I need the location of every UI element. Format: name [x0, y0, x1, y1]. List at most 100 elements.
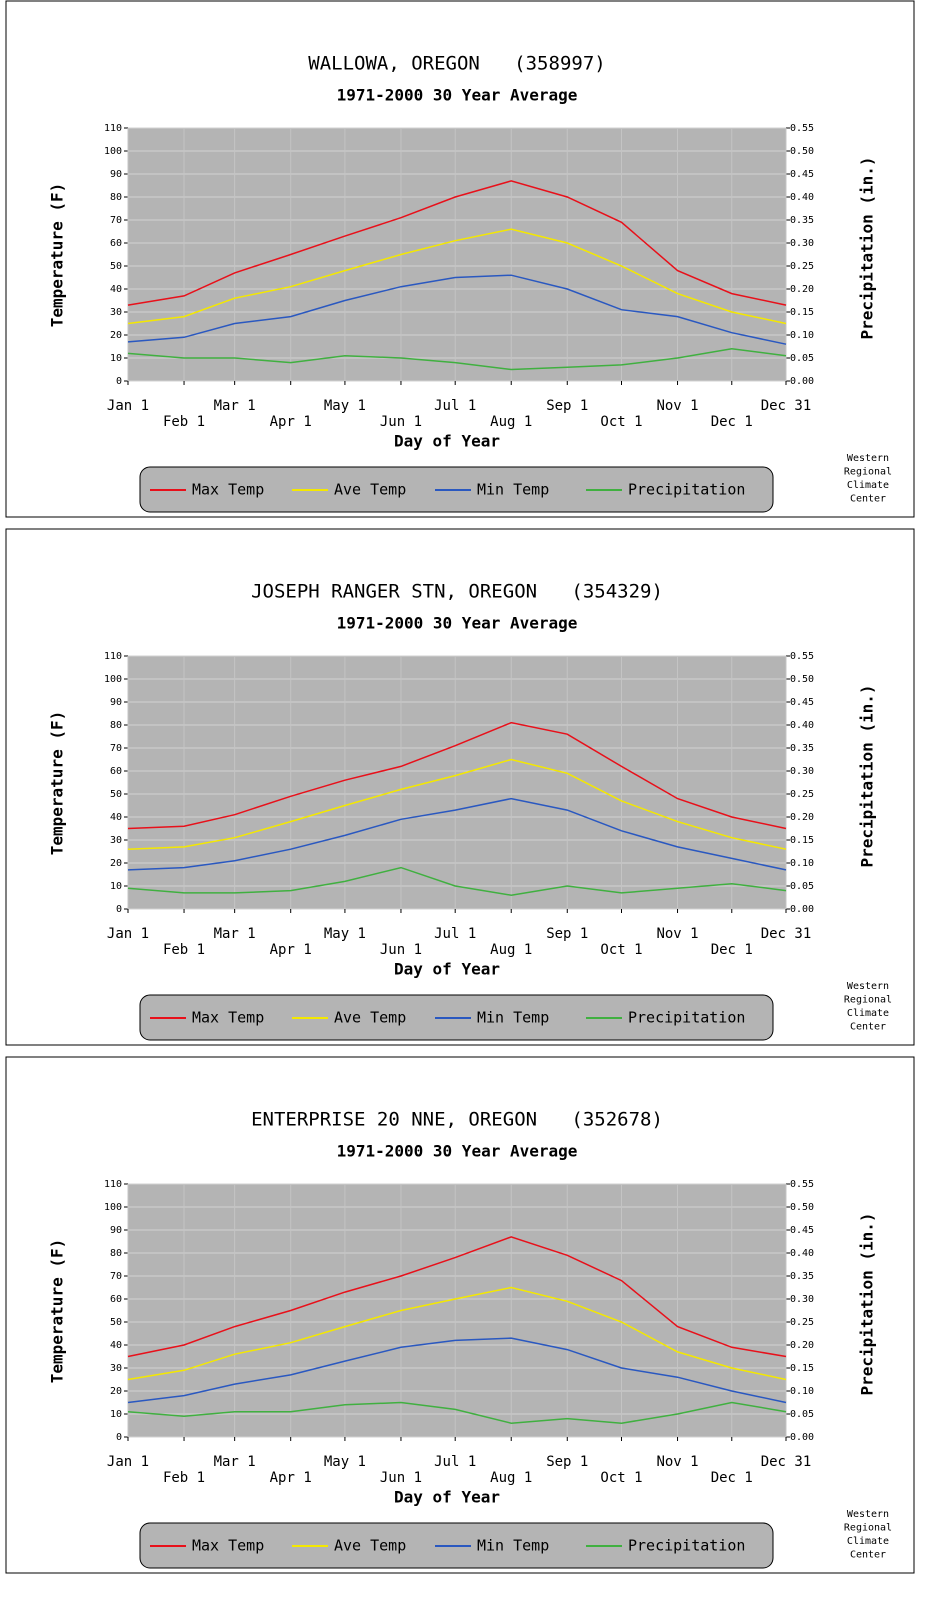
y-tick-label: 10 [110, 353, 122, 364]
series-line [127, 1337, 787, 1404]
y2-tick-label: 0.15 [790, 307, 814, 318]
x-tick-label: Oct 1 [600, 1470, 642, 1486]
y-tick-label: 90 [110, 1225, 122, 1236]
x-tick-label: Apr 1 [270, 1470, 312, 1486]
credit-text: Center [850, 1022, 886, 1033]
x-tick-label: Sep 1 [546, 398, 588, 414]
y-axis-label: Temperature (F) [48, 183, 67, 328]
x-tick-label: Dec 31 [761, 926, 812, 942]
x-tick-label: Feb 1 [163, 414, 205, 430]
y-tick-label: 70 [110, 743, 122, 754]
legend-label: Max Temp [192, 481, 264, 499]
y2-axis-label: Precipitation (in.) [858, 1212, 877, 1395]
y2-tick-label: 0.55 [790, 1179, 814, 1190]
credit-text: Western [847, 1509, 889, 1520]
y2-tick-label: 0.15 [790, 1363, 814, 1374]
y2-tick-label: 0.20 [790, 1340, 814, 1351]
x-tick-label: Feb 1 [163, 1470, 205, 1486]
y-tick-label: 20 [110, 330, 122, 341]
legend-label: Precipitation [628, 1009, 745, 1027]
x-tick-label: Jun 1 [380, 942, 422, 958]
y2-tick-label: 0.45 [790, 1225, 814, 1236]
y2-tick-label: 0.35 [790, 743, 814, 754]
y-tick-label: 40 [110, 1340, 122, 1351]
x-tick-label: Dec 1 [711, 414, 753, 430]
y2-tick-label: 0.25 [790, 261, 814, 272]
chart-panel: WALLOWA, OREGON (358997) 1971-2000 30 Yea… [5, 0, 915, 518]
legend-label: Min Temp [477, 1009, 549, 1027]
credit-text: Climate [847, 480, 889, 491]
credit-text: Western [847, 981, 889, 992]
x-axis-label: Day of Year [394, 960, 500, 979]
chart-title: WALLOWA, OREGON (358997) [308, 53, 605, 75]
x-tick-label: Apr 1 [270, 942, 312, 958]
x-tick-label: Mar 1 [214, 926, 256, 942]
y-tick-label: 40 [110, 812, 122, 823]
y2-tick-label: 0.00 [790, 1432, 814, 1443]
plot-area [127, 127, 787, 382]
chart-panel: JOSEPH RANGER STN, OREGON (354329) 1971-2… [5, 528, 915, 1046]
credit-text: Regional [844, 995, 892, 1006]
credit-text: Regional [844, 1523, 892, 1534]
y-tick-label: 0 [116, 904, 122, 915]
credit-text: Center [850, 494, 886, 505]
legend-label: Ave Temp [334, 1537, 406, 1555]
chart-subtitle: 1971-2000 30 Year Average [337, 614, 578, 633]
x-tick-label: Aug 1 [490, 942, 532, 958]
credit-text: Climate [847, 1008, 889, 1019]
credit-text: Center [850, 1550, 886, 1561]
series-line [127, 1236, 787, 1358]
legend-label: Precipitation [628, 1537, 745, 1555]
y2-tick-label: 0.25 [790, 1317, 814, 1328]
y-axis-label: Temperature (F) [48, 1239, 67, 1384]
series-line [127, 758, 787, 850]
y2-axis-label: Precipitation (in.) [858, 684, 877, 867]
y-tick-label: 90 [110, 697, 122, 708]
legend-label: Max Temp [192, 1537, 264, 1555]
legend-label: Max Temp [192, 1009, 264, 1027]
x-tick-label: Mar 1 [214, 1454, 256, 1470]
y2-tick-label: 0.45 [790, 169, 814, 180]
x-tick-label: Jun 1 [380, 1470, 422, 1486]
y2-tick-label: 0.35 [790, 1271, 814, 1282]
y2-tick-label: 0.55 [790, 123, 814, 134]
y2-tick-label: 0.50 [790, 146, 814, 157]
y-tick-label: 30 [110, 1363, 122, 1374]
chart-subtitle: 1971-2000 30 Year Average [337, 1142, 578, 1161]
x-tick-label: Oct 1 [600, 414, 642, 430]
y2-tick-label: 0.05 [790, 353, 814, 364]
y2-tick-label: 0.00 [790, 904, 814, 915]
y-tick-label: 10 [110, 1409, 122, 1420]
y-axis-label: Temperature (F) [48, 711, 67, 856]
chart-title: JOSEPH RANGER STN, OREGON (354329) [251, 581, 663, 603]
x-tick-label: Aug 1 [490, 414, 532, 430]
legend-label: Precipitation [628, 481, 745, 499]
series-line [127, 1286, 787, 1381]
y-tick-label: 50 [110, 1317, 122, 1328]
y2-tick-label: 0.20 [790, 284, 814, 295]
chart-title: ENTERPRISE 20 NNE, OREGON (352678) [251, 1109, 663, 1131]
x-tick-label: Dec 1 [711, 942, 753, 958]
x-tick-label: Jul 1 [434, 398, 476, 414]
x-tick-label: Oct 1 [600, 942, 642, 958]
x-axis-label: Day of Year [394, 432, 500, 451]
y-tick-label: 100 [104, 1202, 122, 1213]
x-tick-label: May 1 [324, 398, 366, 414]
y2-tick-label: 0.00 [790, 376, 814, 387]
y-tick-label: 0 [116, 1432, 122, 1443]
y-tick-label: 60 [110, 766, 122, 777]
plot-area [127, 1183, 787, 1438]
x-axis-label: Day of Year [394, 1488, 500, 1507]
credit-text: Regional [844, 467, 892, 478]
y-tick-label: 70 [110, 1271, 122, 1282]
y-tick-label: 60 [110, 238, 122, 249]
series-line [127, 180, 787, 306]
x-tick-label: May 1 [324, 926, 366, 942]
y2-tick-label: 0.10 [790, 1386, 814, 1397]
y-tick-label: 30 [110, 835, 122, 846]
y2-tick-label: 0.10 [790, 330, 814, 341]
y2-tick-label: 0.40 [790, 192, 814, 203]
y2-tick-label: 0.40 [790, 720, 814, 731]
panel-border [5, 528, 915, 1046]
x-tick-label: Jan 1 [107, 1454, 149, 1470]
